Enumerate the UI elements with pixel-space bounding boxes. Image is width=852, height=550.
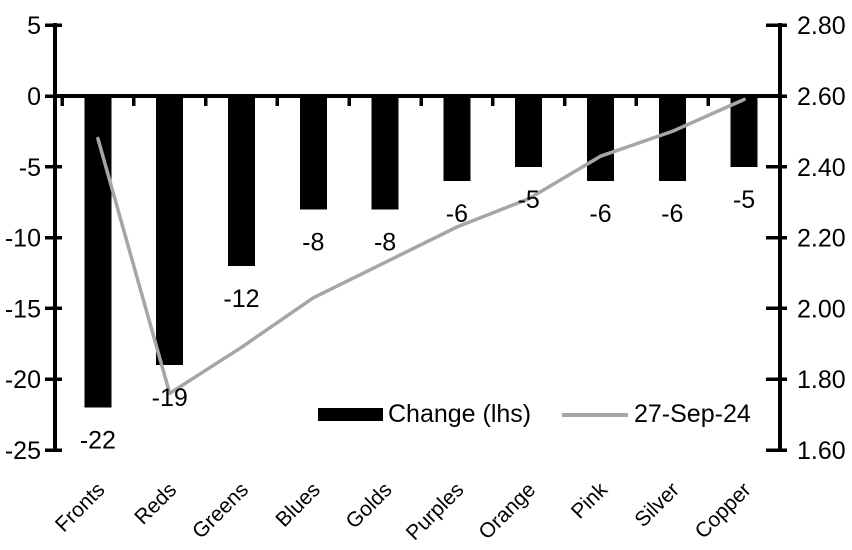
- category-label-blues: Blues: [271, 478, 324, 531]
- bar-Copper: [730, 96, 758, 167]
- legend-line-swatch: [562, 413, 628, 417]
- bar-Silver: [658, 96, 686, 181]
- bar-value-label: -22: [80, 427, 116, 455]
- bar-value-label: -6: [661, 200, 683, 228]
- bar-value-label: -19: [152, 384, 188, 412]
- series-line-27-sep-24: [96, 97, 746, 396]
- left-axis-tick-label: -15: [5, 295, 41, 323]
- category-label-reds: Reds: [130, 478, 181, 529]
- left-axis-tick-label: -25: [5, 437, 41, 465]
- right-axis-tick-label: 2.80: [797, 12, 846, 40]
- category-label-greens: Greens: [188, 478, 253, 543]
- bar-Fronts: [84, 96, 112, 408]
- left-axis-tick-label: -5: [19, 154, 41, 182]
- left-axis-tick-label: -20: [5, 366, 41, 394]
- bar-Greens: [228, 96, 255, 266]
- right-axis-tick-label: 1.80: [797, 366, 846, 394]
- category-label-copper: Copper: [691, 478, 756, 543]
- category-label-fronts: Fronts: [51, 478, 109, 536]
- left-axis-tick-label: -10: [5, 225, 41, 253]
- bar-value-label: -12: [223, 285, 259, 313]
- right-axis-tick-label: 2.20: [797, 225, 846, 253]
- bar-value-label: -6: [446, 200, 468, 228]
- left-axis-tick-label: 0: [27, 83, 41, 111]
- legend-bar-swatch: [318, 408, 383, 421]
- category-label-purples: Purples: [402, 478, 469, 545]
- category-label-pink: Pink: [567, 478, 613, 524]
- category-label-silver: Silver: [630, 478, 683, 531]
- right-axis-tick-label: 2.00: [797, 295, 846, 323]
- bar-value-label: -8: [302, 228, 324, 256]
- bar-Reds: [156, 96, 184, 366]
- bar-Golds: [371, 96, 399, 210]
- bar-value-label: -6: [589, 200, 611, 228]
- left-axis-tick-label: 5: [27, 12, 41, 40]
- bar-Orange: [515, 96, 543, 167]
- bar-Pink: [587, 96, 614, 181]
- category-label-orange: Orange: [474, 478, 540, 544]
- legend-label-change-lhs: Change (lhs): [388, 400, 532, 428]
- right-axis-tick-label: 1.60: [797, 437, 846, 465]
- bar-value-label: -5: [733, 186, 755, 214]
- bar-value-label: -5: [518, 186, 540, 214]
- bar-value-label: -8: [374, 228, 396, 256]
- bar-Blues: [299, 96, 327, 210]
- right-axis-tick-label: 2.60: [797, 83, 846, 111]
- bar-Purples: [443, 96, 471, 181]
- right-axis-tick-label: 2.40: [797, 154, 846, 182]
- legend-label-date: 27-Sep-24: [634, 400, 751, 428]
- category-label-golds: Golds: [342, 478, 397, 533]
